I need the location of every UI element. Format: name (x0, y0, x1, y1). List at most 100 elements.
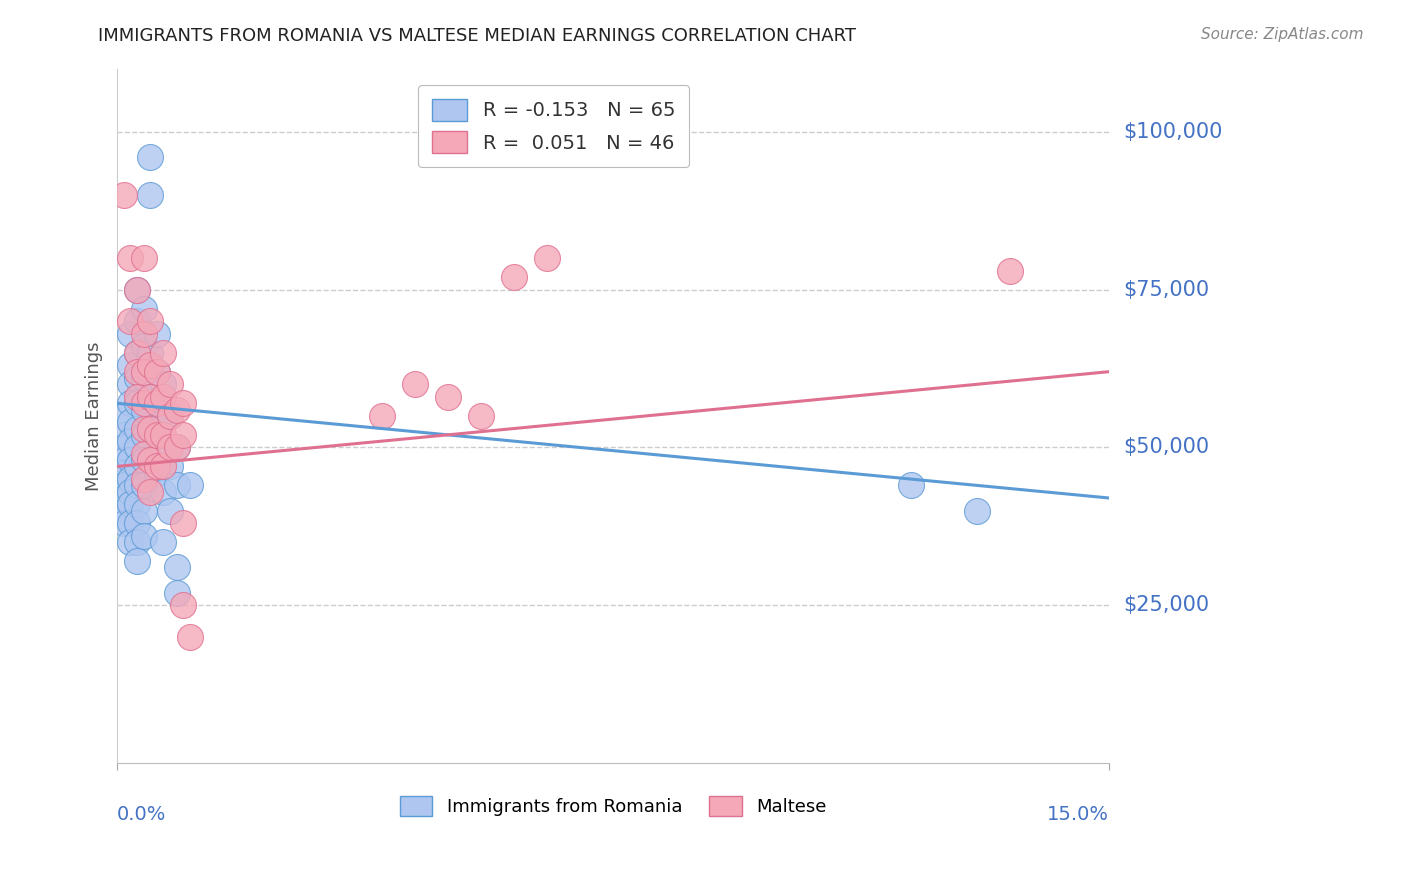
Point (112, 427, 135, 442)
Point (125, 459, 148, 474)
Point (179, 478, 201, 492)
Point (146, 396, 169, 410)
Point (132, 339, 155, 353)
Point (132, 421, 155, 435)
Point (112, 409, 135, 423)
Point (370, 409, 392, 423)
Point (125, 396, 148, 410)
Y-axis label: Median Earnings: Median Earnings (86, 341, 103, 491)
Text: $25,000: $25,000 (1123, 595, 1209, 615)
Point (125, 345, 148, 359)
Point (146, 466, 169, 480)
Point (120, 415, 142, 429)
Point (132, 503, 155, 517)
Point (125, 365, 148, 379)
Point (146, 459, 169, 474)
Point (132, 396, 155, 410)
Point (146, 326, 169, 341)
Point (125, 535, 148, 549)
Text: Source: ZipAtlas.com: Source: ZipAtlas.com (1201, 27, 1364, 42)
Point (152, 427, 174, 442)
Point (146, 396, 169, 410)
Point (120, 314, 142, 328)
Point (152, 345, 174, 359)
Point (132, 529, 155, 543)
Point (159, 377, 181, 392)
Point (139, 314, 162, 328)
Point (159, 503, 181, 517)
Point (125, 441, 148, 455)
Point (139, 345, 162, 359)
Point (125, 283, 148, 297)
Point (120, 326, 142, 341)
Point (112, 503, 135, 517)
Point (120, 484, 142, 499)
Text: $50,000: $50,000 (1123, 437, 1209, 458)
Point (166, 441, 188, 455)
Point (120, 453, 142, 467)
Point (132, 478, 155, 492)
Point (120, 472, 142, 486)
Point (152, 390, 174, 404)
Point (436, 390, 458, 404)
Point (166, 402, 188, 417)
Point (120, 377, 142, 392)
Point (139, 453, 162, 467)
Point (112, 516, 135, 531)
Point (139, 359, 162, 373)
Point (146, 427, 169, 442)
Point (166, 560, 188, 574)
Point (139, 390, 162, 404)
Point (112, 453, 135, 467)
Point (966, 503, 988, 517)
Point (139, 187, 162, 202)
Point (139, 484, 162, 499)
Point (166, 478, 188, 492)
Point (112, 441, 135, 455)
Point (132, 453, 155, 467)
Text: 0.0%: 0.0% (117, 805, 166, 824)
Point (146, 365, 169, 379)
Point (998, 263, 1021, 277)
Point (120, 251, 142, 265)
Point (503, 269, 526, 284)
Point (166, 441, 188, 455)
Point (120, 516, 142, 531)
Point (172, 516, 194, 531)
Point (112, 466, 135, 480)
Point (159, 409, 181, 423)
Point (125, 371, 148, 385)
Point (172, 396, 194, 410)
Point (125, 390, 148, 404)
Text: IMMIGRANTS FROM ROMANIA VS MALTESE MEDIAN EARNINGS CORRELATION CHART: IMMIGRANTS FROM ROMANIA VS MALTESE MEDIA… (98, 27, 856, 45)
Point (132, 301, 155, 316)
Point (120, 396, 142, 410)
Point (125, 314, 148, 328)
Point (125, 497, 148, 511)
Point (172, 599, 194, 613)
Point (132, 326, 155, 341)
Point (125, 516, 148, 531)
Point (139, 150, 162, 164)
Point (125, 421, 148, 435)
Text: $75,000: $75,000 (1123, 279, 1209, 300)
Point (166, 586, 188, 600)
Point (112, 187, 135, 202)
Point (132, 402, 155, 417)
Point (120, 497, 142, 511)
Point (152, 415, 174, 429)
Point (152, 377, 174, 392)
Point (125, 345, 148, 359)
Text: $100,000: $100,000 (1123, 121, 1222, 142)
Point (159, 409, 181, 423)
Point (125, 554, 148, 568)
Point (152, 453, 174, 467)
Point (404, 377, 426, 392)
Point (536, 251, 558, 265)
Point (132, 251, 155, 265)
Text: 15.0%: 15.0% (1047, 805, 1109, 824)
Point (179, 630, 201, 644)
Point (470, 409, 492, 423)
Point (132, 371, 155, 385)
Point (132, 365, 155, 379)
